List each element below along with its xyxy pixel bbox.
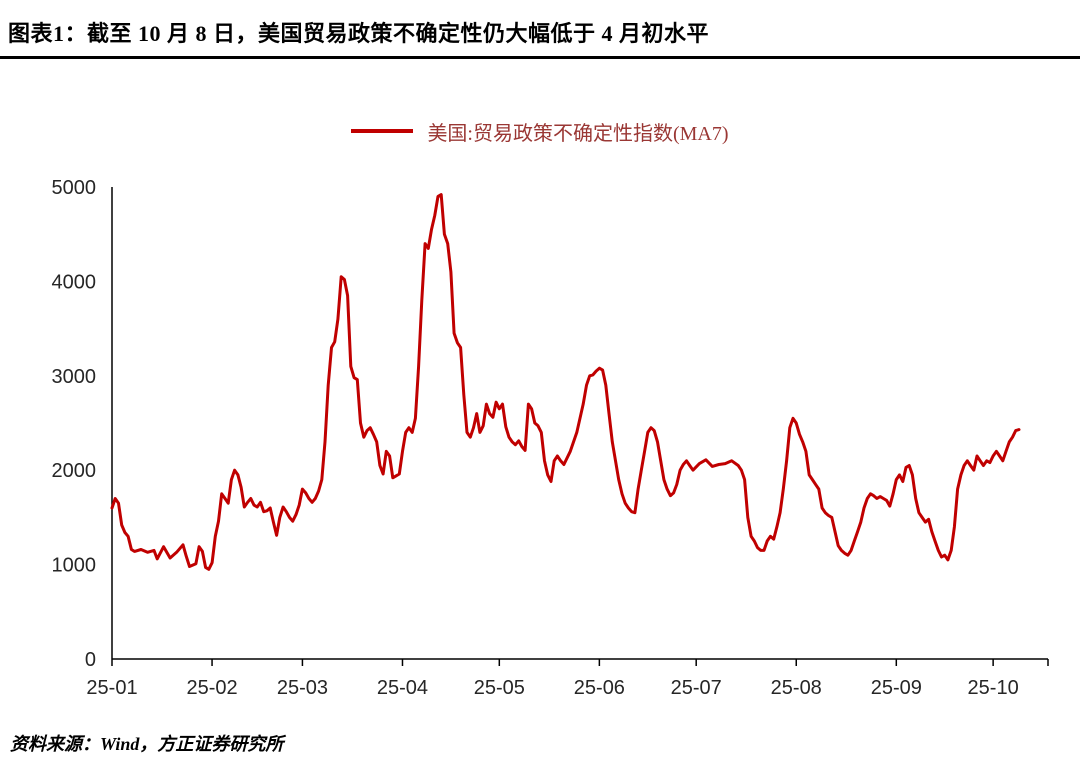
x-tick-label: 25-06: [574, 677, 625, 699]
y-tick-label: 0: [85, 649, 96, 671]
figure-header: 图表1：截至 10 月 8 日，美国贸易政策不确定性仍大幅低于 4 月初水平: [0, 0, 1080, 59]
x-tick-label: 25-10: [968, 677, 1019, 699]
legend-line-swatch: [351, 129, 414, 133]
y-tick-label: 2000: [52, 460, 97, 482]
chart-area: 0 1000 2000 3000 4000 5000 25-01 25-02 25-03 25-0…: [0, 151, 1080, 708]
x-tick-label: 25-03: [277, 677, 328, 699]
x-tick-label: 25-08: [771, 677, 822, 699]
x-tick-label: 25-09: [871, 677, 922, 699]
source-note: 资料来源：Wind，方正证券研究所: [10, 734, 284, 754]
x-tick-label: 25-04: [377, 677, 428, 699]
figure-title: 图表1：截至 10 月 8 日，美国贸易政策不确定性仍大幅低于 4 月初水平: [8, 21, 710, 46]
x-tick-label: 25-05: [474, 677, 525, 699]
y-tick-label: 1000: [52, 555, 97, 577]
x-tick-label: 25-02: [186, 677, 237, 699]
chart-legend: 美国:贸易政策不确定性指数(MA7): [0, 117, 1080, 145]
y-tick-label: 4000: [52, 271, 97, 293]
x-tick-label: 25-01: [86, 677, 137, 699]
chart-svg: 0 1000 2000 3000 4000 5000 25-01 25-02 25-03 25-0…: [52, 177, 1049, 699]
trend-line: [110, 193, 1021, 571]
x-tick-label: 25-07: [671, 677, 722, 699]
y-tick-label: 5000: [52, 177, 97, 199]
legend-series-label: 美国:贸易政策不确定性指数(MA7): [427, 122, 729, 145]
y-tick-label: 3000: [52, 366, 97, 388]
